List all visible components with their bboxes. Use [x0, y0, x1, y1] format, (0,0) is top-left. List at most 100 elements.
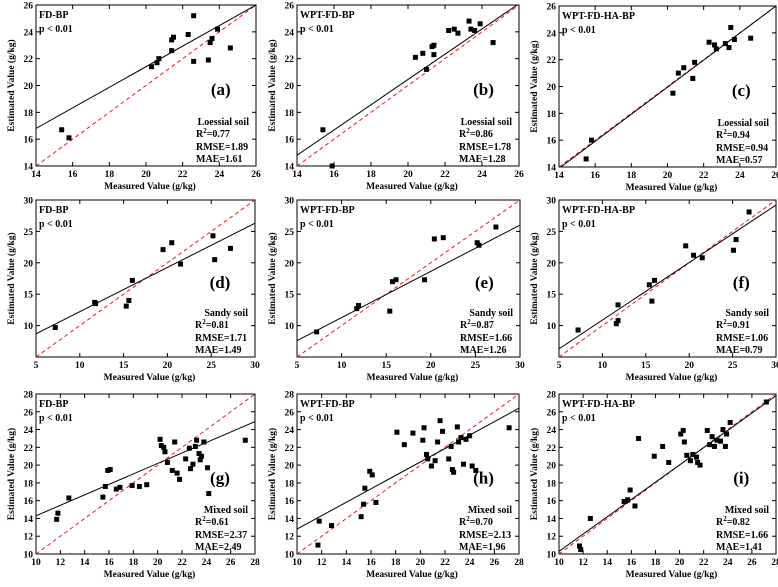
- x-tick-label: 22: [177, 558, 187, 568]
- y-tick-label: 30: [547, 197, 557, 207]
- x-tick-label: 20: [684, 361, 694, 371]
- panel-letter: (a): [211, 80, 231, 99]
- x-tick-label: 24: [477, 170, 487, 180]
- data-point: [687, 458, 693, 464]
- data-point: [477, 21, 483, 27]
- y-tick-label: 22: [24, 55, 34, 65]
- y-tick-label: 10: [24, 551, 34, 561]
- data-point: [191, 58, 197, 64]
- y-tick-label: 12: [24, 533, 34, 543]
- data-point: [448, 443, 454, 449]
- data-point: [718, 438, 724, 444]
- data-point: [435, 439, 441, 445]
- p-value: p < 0.01: [300, 24, 334, 35]
- y-tick-label: 18: [547, 110, 557, 120]
- y-tick-label: 28: [547, 391, 557, 401]
- data-point: [387, 308, 393, 314]
- panel-b: 14 16 18 20 22 24 26 14 16 18 20 22 24 26 WPT-FD-BP p <…: [267, 2, 524, 193]
- y-tick-label: 26: [285, 408, 295, 418]
- x-tick-label: 18: [105, 170, 115, 180]
- x-tick-label: 25: [471, 361, 481, 371]
- y-tick-label: 22: [547, 56, 557, 66]
- data-point: [424, 66, 429, 72]
- x-tick-label: 20: [403, 170, 413, 180]
- data-point: [183, 456, 189, 462]
- soil-type: Loessial soil: [198, 117, 250, 128]
- data-point: [102, 483, 108, 489]
- r-squared: R2=0.87: [460, 318, 494, 331]
- r-squared: R2=0.91: [716, 318, 750, 331]
- data-point: [714, 437, 720, 443]
- soil-type: Loessial soil: [461, 117, 513, 128]
- y-tick-label: 26: [285, 2, 295, 12]
- r-squared: R2=0.81: [195, 318, 229, 331]
- fit-line: [559, 395, 776, 552]
- data-point: [178, 261, 184, 267]
- data-point: [210, 233, 216, 239]
- data-point: [107, 467, 113, 473]
- data-point: [171, 34, 176, 40]
- rmse: RMSE=2.13: [459, 530, 511, 541]
- data-point: [463, 436, 469, 442]
- x-tick-label: 30: [771, 361, 778, 371]
- plot-frame: [296, 393, 520, 555]
- data-point: [730, 247, 736, 253]
- x-tick-label: 20: [663, 171, 673, 181]
- data-point: [746, 209, 752, 215]
- y-tick-label: 20: [547, 259, 557, 269]
- x-axis-title: Measured Value (g/kg): [104, 372, 196, 383]
- x-tick-label: 10: [31, 558, 41, 568]
- data-point: [410, 430, 416, 436]
- x-tick-label: 28: [514, 558, 524, 568]
- x-tick-label: 22: [699, 171, 709, 181]
- data-point: [583, 156, 589, 162]
- data-point: [191, 13, 197, 19]
- data-point: [576, 543, 582, 549]
- y-tick-label: 16: [547, 497, 557, 507]
- data-point: [699, 255, 705, 261]
- y-tick-label: 24: [24, 28, 34, 38]
- y-tick-label: 10: [24, 322, 34, 332]
- x-tick-label: 28: [250, 558, 260, 568]
- fit-line: [297, 5, 518, 156]
- data-point: [666, 459, 672, 465]
- r-squared: R2=0.94: [716, 128, 750, 141]
- data-point: [169, 37, 175, 43]
- plot-frame: [296, 199, 521, 358]
- x-tick-label: 20: [426, 361, 436, 371]
- x-tick-label: 28: [771, 558, 778, 568]
- plot-frame: [558, 393, 777, 555]
- data-point: [697, 462, 703, 468]
- data-point: [627, 487, 633, 493]
- data-point: [314, 329, 320, 335]
- panel-letter: (i): [733, 469, 749, 488]
- data-point: [474, 240, 480, 246]
- y-tick-label: 24: [547, 426, 557, 436]
- y-tick-label: 24: [547, 29, 557, 39]
- y-tick-label: 12: [547, 533, 557, 543]
- data-point: [215, 26, 220, 32]
- y-axis-title: Estimated Value (g/kg): [267, 428, 278, 520]
- x-axis-title: Measured Value (g/kg): [626, 372, 718, 383]
- r-squared: R2=0.70: [459, 515, 493, 528]
- x-tick-label: 26: [514, 170, 524, 180]
- data-point: [722, 443, 728, 449]
- data-point: [625, 497, 631, 503]
- data-point: [198, 453, 204, 459]
- p-value: p < 0.01: [39, 219, 73, 230]
- x-tick-label: 5: [34, 361, 39, 371]
- x-tick-label: 10: [337, 361, 347, 371]
- y-tick-label: 28: [285, 391, 295, 401]
- x-tick-label: 22: [699, 558, 709, 568]
- data-point: [720, 427, 726, 433]
- data-point: [704, 427, 710, 433]
- data-point: [361, 501, 367, 507]
- y-tick-label: 18: [24, 109, 34, 119]
- data-point: [185, 32, 191, 38]
- x-tick-label: 30: [515, 361, 525, 371]
- plot-frame: [35, 393, 256, 555]
- data-point: [651, 453, 657, 459]
- data-point: [722, 41, 728, 47]
- x-tick-label: 26: [251, 170, 261, 180]
- data-point: [437, 418, 443, 424]
